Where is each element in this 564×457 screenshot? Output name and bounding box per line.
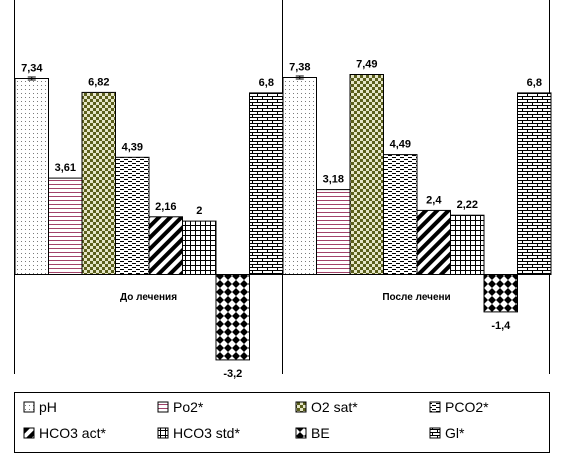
bar-o2-sat-group-1 <box>81 91 116 276</box>
legend-swatch <box>23 427 35 439</box>
legend-label: BE <box>311 425 330 441</box>
legend-swatch <box>295 427 307 439</box>
data-label: 2,16 <box>155 201 176 213</box>
bar-hco3-act-group-2 <box>416 209 451 275</box>
bar-hco3-std-group-2 <box>450 214 485 275</box>
legend-swatch <box>157 427 169 439</box>
legend-swatch <box>429 401 441 413</box>
data-label: 7,49 <box>356 59 377 71</box>
legend-label: PCO2* <box>445 399 489 415</box>
bar-po2-group-1 <box>48 177 83 276</box>
labels-layer: 7,34 7,383,613,186,827,494,39 4,492,162,42… <box>21 59 542 380</box>
data-label: 6,8 <box>527 77 542 89</box>
legend-label: HCO3 act* <box>39 425 106 441</box>
bar-hco3-std-group-1 <box>182 220 217 276</box>
bar-hco3-act-group-1 <box>148 216 183 276</box>
legend <box>14 392 550 453</box>
legend-label: Po2* <box>173 399 204 415</box>
data-label: 3,18 <box>323 174 344 186</box>
bars-layer <box>14 74 552 361</box>
bar-o2-sat-group-2 <box>349 74 384 275</box>
bar-ph-group-1 <box>14 78 49 275</box>
data-label: 4,39 <box>122 141 143 153</box>
data-label: -1,4 <box>491 320 511 332</box>
data-label: 3,61 <box>55 162 76 174</box>
bar-po2-group-2 <box>316 189 351 276</box>
data-label: 2,4 <box>426 194 442 206</box>
legend-label: Gl* <box>445 425 465 441</box>
legend-label: HCO3 std* <box>173 425 240 441</box>
legend-swatch <box>429 427 441 439</box>
data-label: 2,22 <box>457 199 478 211</box>
error-bar-ph-group-2 <box>295 75 304 80</box>
legend-swatch <box>23 401 35 413</box>
data-label: 7,38 <box>289 62 310 74</box>
data-label: 2 <box>196 205 202 217</box>
data-label: 4,49 <box>390 139 411 151</box>
bar-gl-group-1 <box>249 92 284 276</box>
data-label: 6,8 <box>259 77 274 89</box>
legend-items: pH Po2* O2 sat* PCO2* HCO3 act* HCO3 std* BE Gl… <box>23 399 489 441</box>
category-label: До лечения <box>120 292 177 303</box>
legend-swatch <box>157 401 169 413</box>
data-label: 6,82 <box>88 76 109 88</box>
legend-label: O2 sat* <box>311 399 358 415</box>
bar-pco2-group-1 <box>115 156 150 275</box>
bar-ph-group-2 <box>282 77 317 275</box>
bar-pco2-group-2 <box>383 154 418 276</box>
category-label: После лечени <box>382 292 450 303</box>
bar-be-group-1 <box>215 274 250 361</box>
bar-gl-group-2 <box>517 92 552 276</box>
data-label: -3,2 <box>223 368 242 380</box>
legend-label: pH <box>39 399 57 415</box>
legend-swatch <box>295 401 307 413</box>
error-bar-ph-group-1 <box>27 76 36 81</box>
bar-be-group-2 <box>483 274 518 313</box>
data-label: 7,34 <box>21 63 43 75</box>
